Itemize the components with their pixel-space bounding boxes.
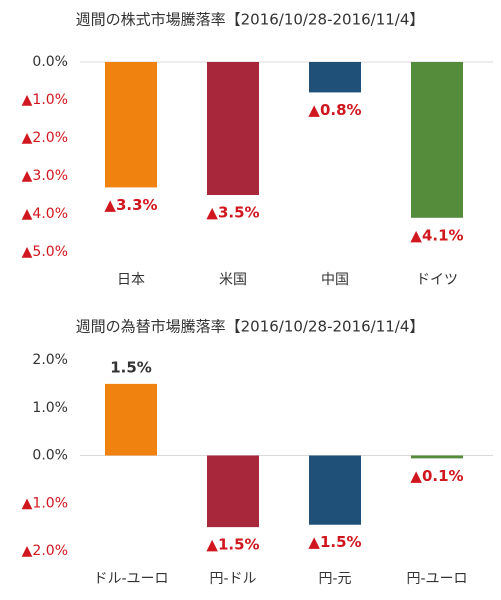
chart-title: 週間の為替市場騰落率【2016/10/28-2016/11/4】	[76, 318, 425, 336]
chart-title: 週間の株式市場騰落率【2016/10/28-2016/11/4】	[76, 11, 425, 29]
y-tick-label: 0.0%	[32, 54, 68, 70]
bar	[207, 455, 259, 528]
y-tick-label: ▲1.0%	[22, 92, 68, 108]
bar	[105, 62, 157, 188]
y-tick-label: ▲2.0%	[22, 543, 68, 559]
y-tick-label: ▲4.0%	[22, 206, 68, 222]
y-tick-label: ▲5.0%	[22, 244, 68, 260]
x-tick-label: 円-ユーロ	[406, 571, 467, 587]
y-tick-label: ▲1.0%	[22, 495, 68, 511]
value-label: ▲0.8%	[308, 101, 361, 119]
bar	[105, 383, 157, 456]
x-tick-label: 米国	[219, 272, 247, 288]
x-tick-label: 円-元	[318, 571, 351, 587]
value-label: 1.5%	[110, 358, 152, 376]
y-tick-label: ▲3.0%	[22, 168, 68, 184]
x-tick-label: ドル-ユーロ	[93, 571, 168, 587]
bar	[411, 62, 463, 218]
value-label: ▲4.1%	[410, 226, 463, 244]
bar	[309, 62, 361, 93]
y-tick-label: ▲2.0%	[22, 130, 68, 146]
x-tick-label: 日本	[117, 272, 145, 288]
bar	[207, 62, 259, 195]
x-tick-label: 中国	[321, 272, 349, 288]
bar	[309, 455, 361, 525]
value-label: ▲1.5%	[308, 533, 361, 551]
y-tick-label: 1.0%	[32, 400, 68, 416]
x-tick-label: ドイツ	[416, 272, 458, 288]
value-label: ▲1.5%	[206, 536, 259, 554]
y-tick-label: 0.0%	[32, 448, 68, 464]
y-tick-label: 2.0%	[32, 352, 68, 368]
value-label: ▲0.1%	[410, 467, 463, 485]
value-label: ▲3.5%	[206, 204, 259, 222]
x-tick-label: 円-ドル	[209, 571, 256, 587]
bar	[411, 455, 463, 459]
value-label: ▲3.3%	[104, 196, 157, 214]
